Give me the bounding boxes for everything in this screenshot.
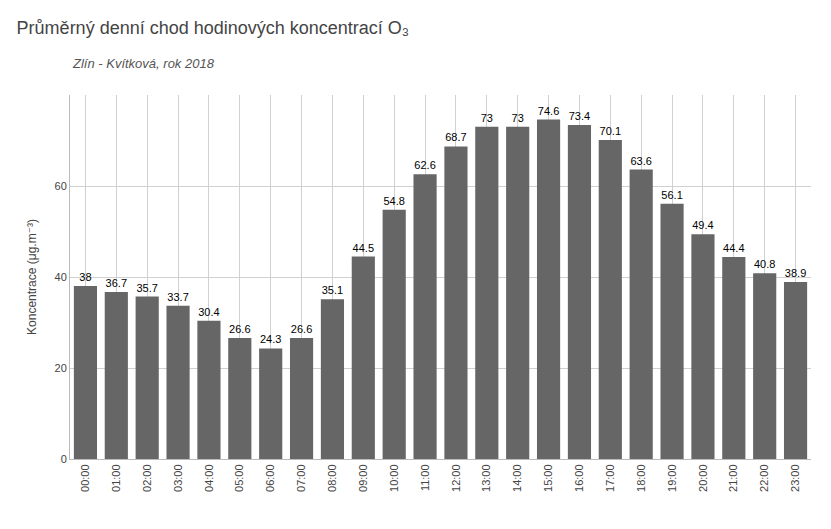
svg-text:19:00: 19:00: [666, 464, 678, 492]
svg-text:40.8: 40.8: [754, 258, 775, 270]
svg-text:74.6: 74.6: [538, 105, 559, 117]
svg-text:68.7: 68.7: [445, 131, 466, 143]
svg-text:03:00: 03:00: [172, 464, 184, 492]
svg-text:01:00: 01:00: [110, 464, 122, 492]
svg-text:44.5: 44.5: [353, 242, 374, 254]
svg-text:73: 73: [481, 112, 493, 124]
svg-text:36.7: 36.7: [106, 277, 127, 289]
svg-text:02:00: 02:00: [141, 464, 153, 492]
svg-text:07:00: 07:00: [295, 464, 307, 492]
svg-text:Koncentrace (μg.m⁻³): Koncentrace (μg.m⁻³): [25, 219, 39, 335]
svg-text:06:00: 06:00: [264, 464, 276, 492]
svg-text:09:00: 09:00: [357, 464, 369, 492]
svg-text:17:00: 17:00: [604, 464, 616, 492]
svg-text:12:00: 12:00: [450, 464, 462, 492]
svg-text:38.9: 38.9: [785, 267, 806, 279]
svg-text:20:00: 20:00: [697, 464, 709, 492]
svg-text:54.8: 54.8: [383, 195, 404, 207]
svg-text:10:00: 10:00: [388, 464, 400, 492]
svg-text:24.3: 24.3: [260, 333, 281, 345]
svg-text:35.1: 35.1: [322, 284, 343, 296]
svg-text:16:00: 16:00: [573, 464, 585, 492]
svg-text:0: 0: [61, 453, 67, 465]
svg-text:14:00: 14:00: [511, 464, 523, 492]
svg-text:11:00: 11:00: [419, 464, 431, 491]
svg-text:44.4: 44.4: [723, 242, 744, 254]
svg-text:33.7: 33.7: [167, 291, 188, 303]
svg-text:60: 60: [55, 180, 67, 192]
svg-text:Zlín - Kvítková, rok 2018: Zlín - Kvítková, rok 2018: [72, 56, 215, 71]
svg-text:70.1: 70.1: [600, 125, 621, 137]
svg-text:73: 73: [512, 112, 524, 124]
svg-text:63.6: 63.6: [630, 155, 651, 167]
svg-text:26.6: 26.6: [229, 323, 250, 335]
svg-text:13:00: 13:00: [480, 464, 492, 492]
svg-text:73.4: 73.4: [569, 110, 590, 122]
svg-text:18:00: 18:00: [635, 464, 647, 492]
svg-text:35.7: 35.7: [136, 282, 157, 294]
svg-text:05:00: 05:00: [233, 464, 245, 492]
svg-text:20: 20: [55, 362, 67, 374]
svg-text:Průměrný denní chod hodinových: Průměrný denní chod hodinových koncentra…: [17, 18, 410, 38]
svg-text:56.1: 56.1: [661, 189, 682, 201]
svg-text:00:00: 00:00: [79, 464, 91, 492]
svg-text:23:00: 23:00: [789, 464, 801, 492]
svg-text:30.4: 30.4: [198, 306, 219, 318]
svg-text:08:00: 08:00: [326, 464, 338, 492]
svg-text:21:00: 21:00: [727, 464, 739, 492]
svg-text:38: 38: [79, 271, 91, 283]
svg-text:04:00: 04:00: [203, 464, 215, 492]
svg-text:15:00: 15:00: [542, 464, 554, 492]
svg-text:40: 40: [55, 271, 67, 283]
svg-text:49.4: 49.4: [692, 219, 713, 231]
svg-text:62.6: 62.6: [414, 159, 435, 171]
svg-text:22:00: 22:00: [758, 464, 770, 492]
svg-text:26.6: 26.6: [291, 323, 312, 335]
